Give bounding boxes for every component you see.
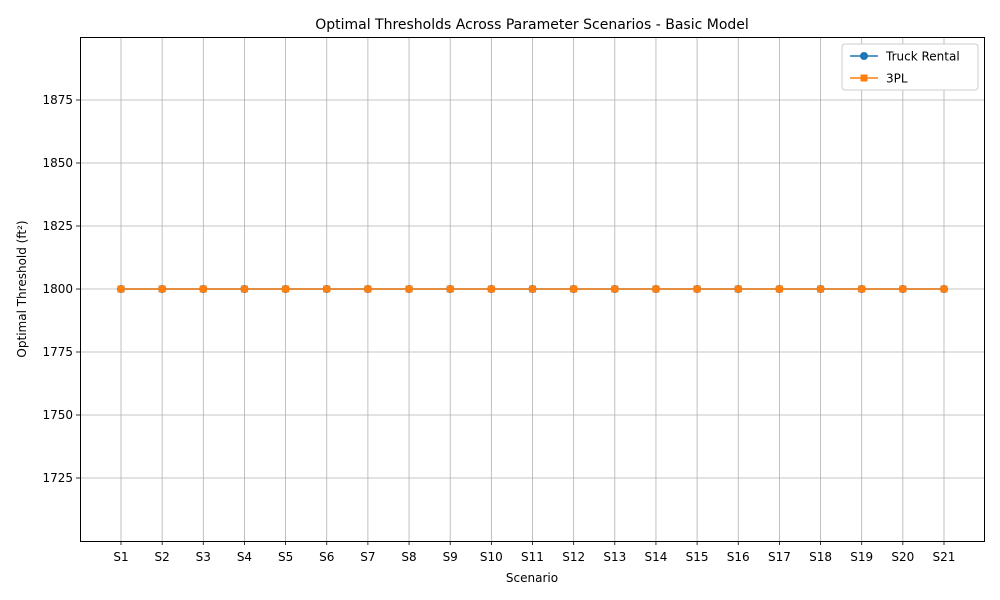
- data-point-3pl: [529, 285, 536, 293]
- data-point-3pl: [446, 285, 454, 293]
- data-point-3pl: [487, 285, 495, 293]
- axes: S1 S2 S3 S4 S5 S6 S7 S8 S9 S10 S11 S12 S13 S14 S15 S16 S…: [42, 93, 955, 564]
- legend-marker-3pl: [860, 74, 868, 82]
- x-tick-label: S5: [278, 550, 293, 564]
- x-tick-label: S13: [603, 550, 626, 564]
- data-point-3pl: [940, 285, 948, 293]
- x-tick-label: S15: [686, 550, 709, 564]
- chart-title: Optimal Thresholds Across Parameter Scen…: [315, 17, 749, 33]
- data-point-3pl: [117, 285, 125, 293]
- x-tick-label: S16: [727, 550, 750, 564]
- x-tick-label: S8: [401, 550, 416, 564]
- y-tick-label: 1800: [42, 282, 73, 296]
- series-layer: [117, 285, 948, 293]
- x-tick-label: S18: [809, 550, 832, 564]
- x-tick-label: S20: [891, 550, 914, 564]
- y-tick-label: 1725: [42, 471, 73, 485]
- x-tick-label: S17: [768, 550, 791, 564]
- legend-label-truck-rental: Truck Rental: [885, 50, 960, 64]
- x-tick-label: S12: [562, 550, 585, 564]
- y-tick-label: 1750: [42, 408, 73, 422]
- y-tick-label: 1825: [42, 219, 73, 233]
- x-tick-label: S2: [155, 550, 170, 564]
- data-point-3pl: [405, 285, 413, 293]
- data-point-3pl: [858, 285, 866, 293]
- x-tick-label: S4: [237, 550, 252, 564]
- x-tick-label: S3: [196, 550, 211, 564]
- data-point-3pl: [570, 285, 578, 293]
- legend-marker-truck-rental: [860, 52, 868, 60]
- data-point-3pl: [323, 285, 331, 293]
- legend-label-3pl: 3PL: [886, 72, 908, 86]
- data-point-3pl: [282, 285, 290, 293]
- data-point-3pl: [775, 285, 783, 293]
- data-point-3pl: [158, 285, 166, 293]
- x-tick-label: S9: [443, 550, 458, 564]
- x-tick-label: S6: [319, 550, 334, 564]
- x-tick-label: S19: [850, 550, 873, 564]
- x-axis-label: Scenario: [506, 571, 558, 585]
- data-point-3pl: [364, 285, 372, 293]
- data-point-3pl: [899, 285, 907, 293]
- y-tick-label: 1875: [42, 93, 73, 107]
- data-point-3pl: [199, 285, 207, 293]
- data-point-3pl: [693, 285, 701, 293]
- x-tick-label: S10: [480, 550, 503, 564]
- legend: Truck Rental 3PL: [841, 43, 979, 91]
- x-tick-label: S1: [113, 550, 128, 564]
- series-3pl: [117, 285, 948, 293]
- data-point-3pl: [240, 285, 248, 293]
- x-tick-label: S11: [521, 550, 544, 564]
- y-axis-label: Optimal Threshold (ft²): [15, 220, 29, 357]
- x-tick-label: S21: [933, 550, 956, 564]
- data-point-3pl: [611, 285, 619, 293]
- x-tick-label: S7: [360, 550, 375, 564]
- x-tick-label: S14: [645, 550, 668, 564]
- data-point-3pl: [817, 285, 825, 293]
- data-point-3pl: [734, 285, 742, 293]
- y-tick-label: 1850: [42, 156, 73, 170]
- data-point-3pl: [652, 285, 660, 293]
- y-tick-label: 1775: [42, 345, 73, 359]
